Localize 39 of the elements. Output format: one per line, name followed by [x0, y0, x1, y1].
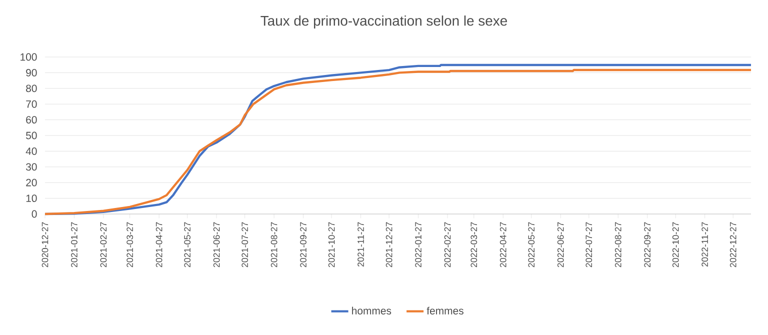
x-tick-label: 2021-01-27	[71, 222, 78, 268]
x-tick-label: 2022-02-27	[444, 222, 451, 268]
x-tick-label: 2021-09-27	[300, 222, 306, 268]
legend-label: femmes	[426, 306, 464, 314]
y-tick-label: 80	[26, 84, 37, 92]
x-tick-label: 2021-02-27	[100, 222, 107, 268]
x-tick-label: 2021-05-27	[184, 222, 191, 268]
x-tick-label: 2021-08-27	[270, 222, 278, 268]
x-tick-label: 2021-12-27	[386, 222, 392, 268]
x-tick-label: 2022-03-27	[470, 222, 478, 268]
x-tick-label: 2022-11-27	[702, 222, 708, 267]
y-tick-label: 60	[26, 116, 37, 124]
y-tick-label: 70	[26, 100, 37, 108]
chart-title: Taux de primo-vaccination selon le sexe	[260, 15, 507, 28]
x-tick-label: 2022-09-27	[644, 222, 650, 268]
x-tick-label: 2022-07-27	[586, 222, 592, 268]
x-tick-label: 2021-04-27	[156, 222, 162, 268]
y-tick-label: 100	[20, 53, 37, 61]
legend-label: hommes	[352, 306, 392, 314]
x-tick-label: 2020-12-27	[42, 222, 48, 268]
x-tick-label: 2022-10-27	[672, 222, 679, 268]
y-tick-label: 20	[26, 178, 37, 186]
y-tick-label: 10	[26, 194, 37, 202]
x-tick-label: 2021-06-27	[213, 222, 220, 268]
x-tick-label: 2021-10-27	[328, 222, 335, 268]
x-tick-label: 2022-04-27	[500, 222, 506, 268]
y-tick-label: 50	[26, 132, 37, 140]
y-tick-label: 30	[26, 163, 37, 171]
x-tick-label: 2022-12-27	[730, 222, 736, 268]
y-tick-label: 40	[26, 148, 37, 155]
x-tick-label: 2022-08-27	[614, 222, 622, 268]
x-tick-label: 2021-07-27	[242, 222, 248, 268]
y-tick-label: 0	[32, 210, 37, 218]
x-tick-label: 2022-05-27	[528, 222, 535, 268]
y-tick-label: 90	[26, 69, 37, 76]
x-tick-label: 2021-03-27	[126, 222, 134, 268]
x-tick-label: 2021-11-27	[358, 222, 364, 267]
x-tick-label: 2022-06-27	[557, 222, 564, 268]
x-tick-label: 2022-01-27	[415, 222, 422, 268]
